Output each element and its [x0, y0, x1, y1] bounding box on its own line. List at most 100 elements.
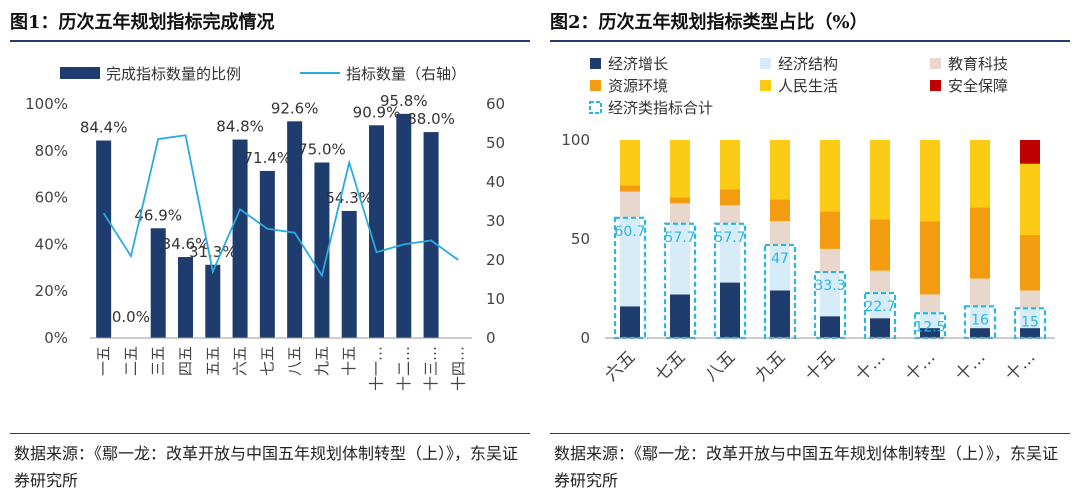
- legend-label: 资源环境: [608, 77, 668, 95]
- bar: [205, 264, 221, 338]
- bar-segment: [620, 217, 640, 307]
- legend-swatch: [930, 80, 941, 91]
- bar-segment: [920, 328, 940, 338]
- overlay-label: 22.7: [864, 299, 895, 315]
- y-right-tick-label: 20: [486, 251, 505, 269]
- data-label: 34.6%: [162, 235, 210, 253]
- data-label: 71.4%: [244, 149, 292, 167]
- chart-title: 图1：历次五年规划指标完成情况: [10, 12, 275, 33]
- bar-segment: [770, 244, 790, 291]
- bar-segment: [870, 219, 890, 271]
- bar-segment: [620, 140, 640, 186]
- legend-label: 经济结构: [778, 55, 838, 73]
- y-right-tick-label: 10: [486, 290, 505, 308]
- bar: [232, 139, 248, 338]
- bar-segment: [1020, 290, 1040, 309]
- bar-segment: [920, 312, 940, 329]
- overlay-label: 15: [1021, 314, 1039, 330]
- y-left-tick-label: 100%: [25, 95, 68, 113]
- bar-segment: [670, 140, 690, 198]
- x-tick-label: 十…: [851, 347, 889, 385]
- bar-segment: [870, 270, 890, 293]
- bar-segment: [670, 223, 690, 295]
- bar-segment: [720, 205, 740, 224]
- x-tick-label: 九五: [313, 346, 331, 376]
- y-right-tick-label: 60: [486, 95, 505, 113]
- bar-segment: [670, 294, 690, 338]
- bar: [314, 162, 330, 338]
- data-label: 54.3%: [325, 189, 373, 207]
- bar-segment: [1020, 163, 1040, 236]
- data-label: 88.0%: [407, 110, 455, 128]
- x-tick-label: 八五: [701, 347, 739, 385]
- data-label: 0.0%: [112, 308, 150, 326]
- x-tick-label: 十三…: [422, 346, 440, 391]
- legend-swatch: [590, 80, 601, 91]
- x-tick-label: 十一…: [368, 346, 386, 391]
- source-note: 数据来源：《鄢一龙：改革开放与中国五年规划体制转型（上）》，东吴证券研究所: [14, 444, 519, 490]
- bar-segment: [820, 316, 840, 338]
- bar-segment: [670, 203, 690, 224]
- bar-segment: [620, 191, 640, 218]
- overlay-dashed-box: [913, 312, 947, 340]
- bar-segment: [1020, 140, 1040, 164]
- bar-segment: [920, 221, 940, 295]
- bar-segment: [1020, 328, 1040, 338]
- x-tick-label: 十…: [1001, 347, 1039, 385]
- x-tick-label: 一五: [95, 346, 113, 376]
- bar-segment: [770, 199, 790, 222]
- bar: [396, 113, 412, 338]
- legend-label: 经济类指标合计: [608, 99, 713, 117]
- legend-swatch: [590, 58, 601, 69]
- legend-swatch: [760, 80, 771, 91]
- legend-swatch: [760, 58, 771, 69]
- overlay-label: 33.3: [814, 278, 845, 294]
- bar-segment: [720, 189, 740, 206]
- data-label: 84.4%: [80, 119, 128, 137]
- y-right-tick-label: 50: [486, 134, 505, 152]
- x-tick-label: 十…: [951, 347, 989, 385]
- bar-segment: [770, 221, 790, 245]
- bar-segment: [870, 292, 890, 319]
- title-divider: [550, 40, 1070, 42]
- right-chart-panel: 图2：历次五年规划指标类型占比（%） 经济增长 经济结构 教育科技 资源环境 人民生活 安…: [550, 0, 1070, 501]
- footer-divider: [10, 433, 530, 434]
- overlay-label: 57.7: [664, 230, 695, 246]
- y-left-tick-label: 20%: [35, 282, 68, 300]
- legend-label: 指标数量（右轴）: [346, 65, 466, 83]
- overlay-label: 57.7: [714, 230, 745, 246]
- data-label: 31.3%: [189, 243, 237, 261]
- bar-segment: [620, 185, 640, 192]
- left-chart-panel: 图1：历次五年规划指标完成情况 完成指标数量的比例 指标数量（右轴） 0% 20% 40…: [10, 0, 530, 501]
- overlay-label: 47: [771, 251, 789, 267]
- bar: [96, 140, 112, 338]
- x-tick-label: 十…: [901, 347, 939, 385]
- series-line: [102, 134, 459, 278]
- bar: [150, 228, 166, 338]
- legend-label: 人民生活: [778, 77, 838, 95]
- data-label: 84.8%: [216, 118, 264, 136]
- bar-segment: [970, 140, 990, 208]
- x-tick-label: 七五: [651, 347, 689, 385]
- bar-segment: [770, 140, 790, 200]
- bar-segment: [1020, 235, 1040, 291]
- bar-segment: [820, 272, 840, 317]
- bar-segment: [820, 140, 840, 212]
- bar-segment: [820, 248, 840, 273]
- bar-segment: [820, 211, 840, 249]
- x-tick-label: 九五: [751, 347, 789, 385]
- bar-segment: [970, 328, 990, 338]
- bar: [341, 210, 357, 338]
- title-divider: [10, 40, 530, 42]
- x-tick-label: 十二…: [395, 346, 413, 391]
- bar-segment: [970, 207, 990, 279]
- source-note: 数据来源：《鄢一龙：改革开放与中国五年规划体制转型（上）》，东吴证券研究所: [554, 444, 1059, 490]
- x-tick-label: 五五: [204, 346, 222, 376]
- legend-swatch-dashed: [589, 101, 602, 114]
- chart-plot: 完成指标数量的比例 指标数量（右轴） 0% 20% 40% 60% 80% 100% 0 10 20…: [25, 65, 505, 391]
- bar: [287, 121, 303, 338]
- y-left-tick-label: 40%: [35, 235, 68, 253]
- bar-segment: [920, 140, 940, 222]
- overlay-dashed-box: [613, 216, 647, 340]
- bar-segment: [770, 290, 790, 338]
